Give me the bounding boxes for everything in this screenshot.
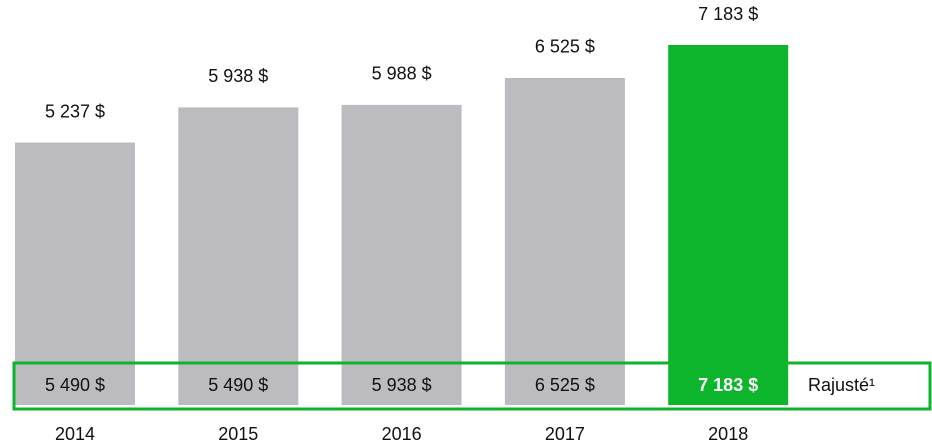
adjusted-box xyxy=(12,361,932,411)
x-tick-label: 2016 xyxy=(382,424,422,442)
bar xyxy=(668,45,789,405)
adjusted-value-label: 5 490 $ xyxy=(45,375,105,395)
bar xyxy=(504,77,625,405)
value-label: 5 988 $ xyxy=(372,64,432,84)
adjusted-value-label: 6 525 $ xyxy=(535,375,595,395)
value-label: 7 183 $ xyxy=(698,4,758,24)
bar xyxy=(15,142,135,405)
x-tick-label: 2015 xyxy=(218,424,258,442)
adjusted-value-label: 5 938 $ xyxy=(372,375,432,395)
adjusted-value-label: 5 490 $ xyxy=(208,375,268,395)
adjusted-value-label: 7 183 $ xyxy=(698,375,758,395)
value-label: 5 237 $ xyxy=(45,101,105,121)
adjusted-label: Rajusté¹ xyxy=(808,375,875,395)
bar xyxy=(178,107,299,405)
x-tick-label: 2018 xyxy=(708,424,748,442)
bar xyxy=(341,104,462,405)
value-label: 5 938 $ xyxy=(208,66,268,86)
x-tick-label: 2014 xyxy=(55,424,95,442)
x-tick-label: 2017 xyxy=(545,424,585,442)
value-label: 6 525 $ xyxy=(535,37,595,57)
